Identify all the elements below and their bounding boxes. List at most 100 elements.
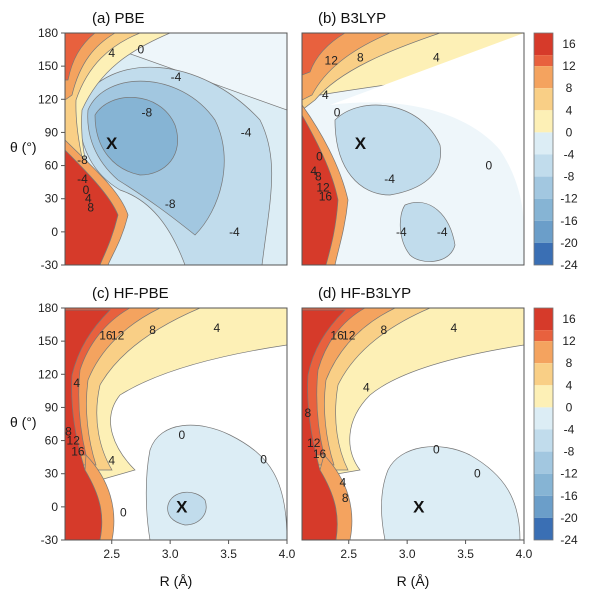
panel-a-red-band xyxy=(65,139,129,265)
colorbar-tick-label-3: 4 xyxy=(566,378,573,392)
y-tick-label-1: 150 xyxy=(38,334,58,348)
panel-a-minimum-marker: X xyxy=(106,134,118,153)
y-axis-title-bottom: θ (°) xyxy=(10,414,37,430)
panel-b-level-m4 xyxy=(334,104,441,196)
panel-a-contour-label-9: 0 xyxy=(83,183,90,197)
colorbar-tick-label-1: 12 xyxy=(562,59,576,73)
panel-b-frame xyxy=(301,32,525,266)
panel-a-contour-label-1: 0 xyxy=(138,43,145,57)
panel-d-contour-label-11: 0 xyxy=(474,467,481,481)
colorbar-segment-4 xyxy=(534,110,553,133)
colorbar-segment-5 xyxy=(534,132,553,155)
panel-a-contour-label-10: 4 xyxy=(85,192,92,206)
colorbar-frame xyxy=(533,307,554,541)
panel-a-contour-label-6: -4 xyxy=(229,225,240,239)
panel-d-contour-label-2: 8 xyxy=(380,323,387,337)
y-tick-label-4: 60 xyxy=(45,159,59,173)
y-tick-label-6: 0 xyxy=(51,500,58,514)
panel-d-contour-label-0: 16 xyxy=(330,329,344,343)
panel-b-contour-label-6: 0 xyxy=(486,159,493,173)
colorbar-segment-10 xyxy=(534,242,553,265)
panel-a-title: (a) PBE xyxy=(92,10,145,27)
colorbar-segment-2 xyxy=(534,66,553,89)
colorbar-tick-label-5: -4 xyxy=(564,423,575,437)
colorbar-segment-6 xyxy=(534,429,553,452)
colorbar-tick-label-10: -24 xyxy=(560,258,578,272)
y-tick-label-2: 120 xyxy=(38,92,58,106)
colorbar-segment-8 xyxy=(534,198,553,221)
panel-a-contour-label-2: -4 xyxy=(171,70,182,84)
y-tick-label-7: -30 xyxy=(41,258,59,272)
x-tick-label-2: 3.5 xyxy=(457,547,474,561)
panel-c-minimum-marker: X xyxy=(176,497,188,516)
panel-c-contour-label-3: 4 xyxy=(214,321,221,335)
y-tick-label-7: -30 xyxy=(41,533,59,547)
y-tick-label-5: 30 xyxy=(45,467,59,481)
panel-a-contour-label-8: -4 xyxy=(77,172,88,186)
panel-d-contour-label-4: 4 xyxy=(363,381,370,395)
panel-c-contour-label-1: 12 xyxy=(111,329,125,343)
panel-c-contour-label-11: 0 xyxy=(120,505,127,519)
panel-b-contour-label-8: -4 xyxy=(437,225,448,239)
y-tick-label-3: 90 xyxy=(45,400,59,414)
panel-c-contour-label-5: 0 xyxy=(178,428,185,442)
panel-b-contour-label-2: 4 xyxy=(433,50,440,64)
panel-d-contour-label-8: 0 xyxy=(433,442,440,456)
x-axis-title-left: R (Å) xyxy=(160,573,193,589)
colorbar-tick-label-7: -12 xyxy=(560,192,578,206)
colorbar-segment-1 xyxy=(534,55,553,67)
colorbar-segment-4 xyxy=(534,385,553,408)
colorbar-segment-0 xyxy=(534,308,553,331)
panel-c-contours xyxy=(65,308,287,540)
y-tick-label-6: 0 xyxy=(51,225,58,239)
x-tick-label-3: 4.0 xyxy=(279,547,296,561)
colorbar-bottom: 16 12 8 4 0 -4 -8 -12 -16 -20 -24 xyxy=(533,307,578,547)
y-tick-label-4: 60 xyxy=(45,434,59,448)
panel-b-contour-label-3: 4 xyxy=(322,88,329,102)
colorbar-tick-label-1: 12 xyxy=(562,334,576,348)
panel-d-contour-label-9: 4 xyxy=(340,476,347,490)
panel-b-contour-label-9: 0 xyxy=(316,150,323,164)
colorbar-tick-label-7: -12 xyxy=(560,467,578,481)
x-tick-label-2: 3.5 xyxy=(220,547,237,561)
panel-a-contour-label-0: 4 xyxy=(108,46,115,60)
panel-b-title: (b) B3LYP xyxy=(318,10,386,27)
panel-c-red-band xyxy=(84,454,115,540)
panel-b-contours xyxy=(302,33,524,265)
colorbar-tick-label-0: 16 xyxy=(562,312,576,326)
colorbar-segment-9 xyxy=(534,220,553,243)
panel-c-contour-label-9: 16 xyxy=(71,445,85,459)
y-tick-label-5: 30 xyxy=(45,192,59,206)
x-tick-label-0: 2.5 xyxy=(340,547,357,561)
colorbar-frame xyxy=(533,32,554,266)
y-tick-label-3: 90 xyxy=(45,125,59,139)
panel-b-contour-label-12: 12 xyxy=(316,181,330,195)
panel-b-level-0 xyxy=(330,33,524,230)
panel-a-frame xyxy=(64,32,288,266)
y-tick-label-0: 180 xyxy=(38,26,58,40)
colorbar-segment-1 xyxy=(534,330,553,342)
panel-b-contour-label-13: 16 xyxy=(319,190,333,204)
panel-b-contour-label-5: -4 xyxy=(384,172,395,186)
panel-c-contour-label-7: 8 xyxy=(65,425,72,439)
panel-c-contour-label-4: 4 xyxy=(73,376,80,390)
colorbar-tick-label-5: -4 xyxy=(564,148,575,162)
x-tick-label-0: 2.5 xyxy=(103,547,120,561)
panel-d-contour-label-5: 8 xyxy=(304,406,311,420)
panel-d-contour-label-6: 12 xyxy=(307,436,321,450)
panel-d-contour-label-3: 4 xyxy=(451,321,458,335)
colorbar-tick-label-9: -20 xyxy=(560,511,578,525)
panel-d-title: (d) HF-B3LYP xyxy=(318,285,411,302)
x-tick-label-1: 3.0 xyxy=(162,547,179,561)
colorbar-top: 16 12 8 4 0 -4 -8 -12 -16 -20 -24 xyxy=(533,32,578,272)
colorbar-tick-label-6: -8 xyxy=(564,170,575,184)
panel-d-contour-label-1: 12 xyxy=(342,329,356,343)
y-axis-title-top: θ (°) xyxy=(10,139,37,155)
colorbar-tick-label-2: 8 xyxy=(566,81,573,95)
